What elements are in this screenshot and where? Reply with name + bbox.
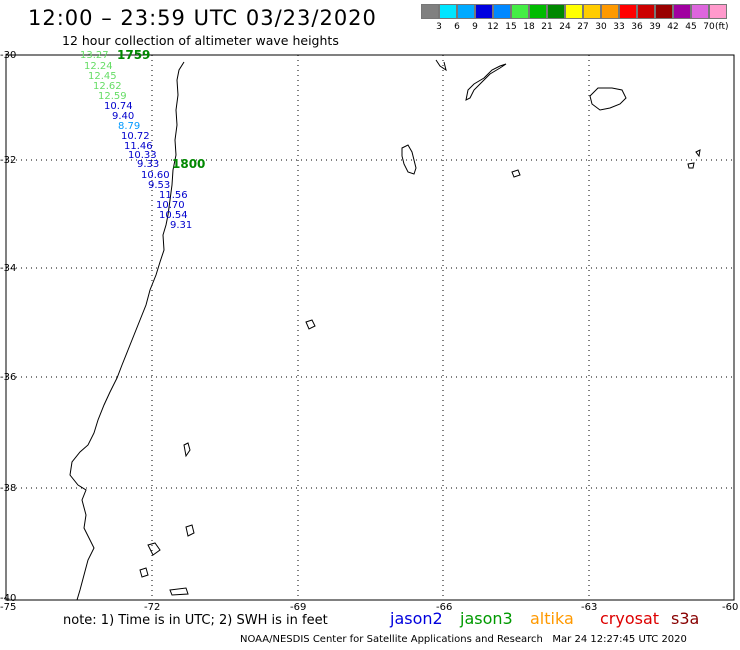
legend-swatch <box>583 4 601 19</box>
island-small-1 <box>183 442 191 458</box>
map-subtitle: 12 hour collection of altimeter wave hei… <box>62 33 339 48</box>
island-small-5 <box>169 587 189 596</box>
wave-height-label: 10.60 <box>141 170 170 181</box>
legend-swatch <box>529 4 547 19</box>
legend-label: 18 <box>523 22 535 32</box>
legend-swatch <box>439 4 457 19</box>
wave-height-label: 11.56 <box>159 190 188 201</box>
graticule <box>6 55 734 600</box>
x-tick-label: -72 <box>144 602 161 613</box>
legend-swatch <box>493 4 511 19</box>
legend-swatch <box>691 4 709 19</box>
credit-org: NOAA/NESDIS Center for Satellite Applica… <box>240 634 543 645</box>
y-tick-label: -34 <box>0 263 17 274</box>
island-dot-4 <box>305 319 316 330</box>
x-tick-label: -60 <box>722 602 739 613</box>
footer-note: note: 1) Time is in UTC; 2) SWH is in fe… <box>63 613 328 628</box>
island-mid <box>401 144 417 175</box>
y-tick-label: -38 <box>0 483 17 494</box>
wave-height-label: 10.70 <box>156 200 185 211</box>
satellite-cryosat: cryosat <box>600 609 660 628</box>
coastlines <box>69 59 701 601</box>
legend-label: 27 <box>577 22 589 32</box>
wave-height-label: 10.74 <box>104 101 133 112</box>
satellite-s3a: s3a <box>671 609 700 628</box>
footer-credit: NOAA/NESDIS Center for Satellite Applica… <box>240 634 687 645</box>
legend-swatch <box>421 4 439 19</box>
wave-height-label: 8.79 <box>118 121 141 132</box>
y-tick-label: -36 <box>0 372 17 383</box>
coastline-north-bay <box>435 59 447 72</box>
legend-label: 36 <box>631 22 643 32</box>
credit-timestamp: Mar 24 12:27:45 UTC 2020 <box>552 634 687 645</box>
x-tick-label: -63 <box>581 602 598 613</box>
wave-height-label: 12.62 <box>93 81 122 92</box>
legend-swatch <box>601 4 619 19</box>
wave-height-label: 10.72 <box>121 131 150 142</box>
x-tick-label: -69 <box>290 602 307 613</box>
wave-height-label: 13.27 <box>80 50 109 61</box>
coastline-west <box>69 61 185 601</box>
y-tick-label: -32 <box>0 155 17 166</box>
legend-label: 39 <box>649 22 661 32</box>
x-tick-label: -66 <box>436 602 453 613</box>
legend-swatch <box>475 4 493 19</box>
legend-label: 21 <box>541 22 553 32</box>
legend-swatch <box>457 4 475 19</box>
y-tick-label: -40 <box>0 593 17 604</box>
legend-label: 30 <box>595 22 607 32</box>
legend-swatch <box>673 4 691 19</box>
satellite-jason2: jason2 <box>390 609 443 628</box>
legend-swatch <box>655 4 673 19</box>
legend-swatch <box>511 4 529 19</box>
wave-height-label: 9.31 <box>170 220 193 231</box>
island-small-2 <box>185 524 195 537</box>
legend-swatch <box>565 4 583 19</box>
map-frame <box>5 54 735 601</box>
legend-label: 24 <box>559 22 571 32</box>
island-small-4 <box>139 567 149 578</box>
legend-label: 33 <box>613 22 625 32</box>
satellite-jason3: jason3 <box>460 609 513 628</box>
legend-swatch <box>547 4 565 19</box>
coastline-north-coast <box>465 63 507 101</box>
legend-label: 45 <box>685 22 697 32</box>
legend-label: 9 <box>472 22 478 32</box>
wave-height-label: 11.46 <box>124 141 153 152</box>
island-dot-2 <box>687 162 695 169</box>
wave-height-label: 12.24 <box>84 61 113 72</box>
wave-height-label: 12.59 <box>98 91 127 102</box>
wave-height-label: 10.33 <box>128 150 157 161</box>
legend-swatch <box>637 4 655 19</box>
wave-height-label: 9.33 <box>137 159 160 170</box>
wave-height-label: 9.40 <box>112 111 135 122</box>
legend-label: 42 <box>667 22 679 32</box>
island-dot-1 <box>511 169 521 178</box>
legend-unit: (ft) <box>715 22 729 32</box>
legend-swatch <box>619 4 637 19</box>
wave-height-label: 12.45 <box>88 71 117 82</box>
legend-label: 12 <box>487 22 499 32</box>
satellite-altika: altika <box>530 609 574 628</box>
y-tick-label: -30 <box>0 50 17 61</box>
legend-label: 70 <box>703 22 715 32</box>
wave-height-label: 9.53 <box>148 180 171 191</box>
map-title: 12:00 – 23:59 UTC 03/23/2020 <box>28 6 377 30</box>
track-time-label: 1759 <box>117 48 151 62</box>
island-dot-3 <box>695 149 701 158</box>
track-time-label: 1800 <box>172 157 206 171</box>
wave-height-label: 10.54 <box>159 210 188 221</box>
island-east <box>589 87 627 111</box>
legend-label: 3 <box>436 22 442 32</box>
legend-label: 15 <box>505 22 517 32</box>
x-tick-label: -75 <box>0 602 17 613</box>
island-small-3 <box>147 542 161 556</box>
legend-label: 6 <box>454 22 460 32</box>
legend-swatch <box>709 4 727 19</box>
